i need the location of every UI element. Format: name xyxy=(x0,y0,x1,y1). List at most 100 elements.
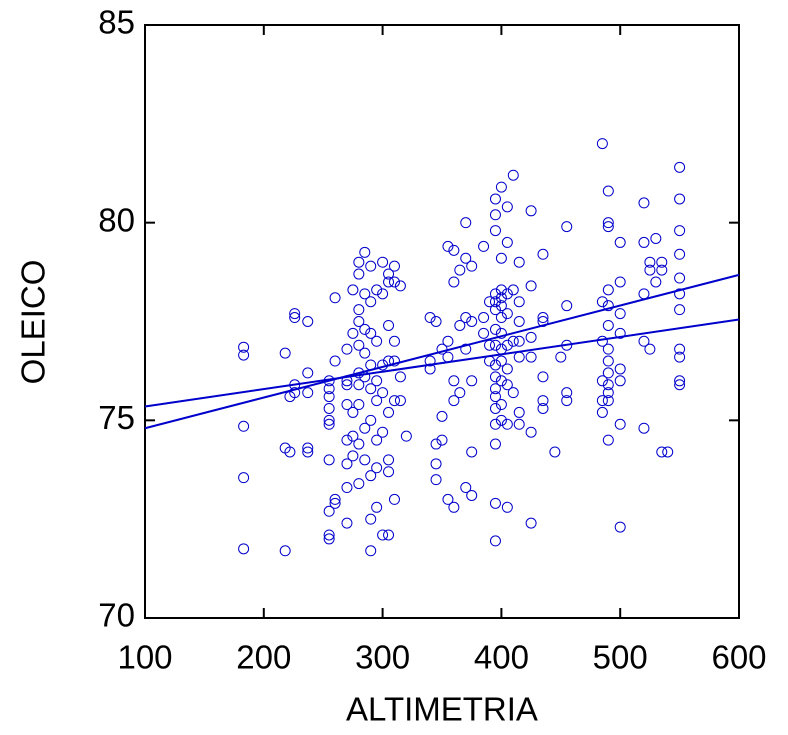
point xyxy=(596,395,608,407)
point xyxy=(602,217,614,229)
point xyxy=(537,402,549,414)
point xyxy=(289,312,301,324)
point xyxy=(614,375,626,387)
point xyxy=(501,308,513,320)
point xyxy=(501,379,513,391)
point xyxy=(537,312,549,324)
point xyxy=(674,248,686,260)
point xyxy=(377,426,389,438)
point xyxy=(388,276,400,288)
point xyxy=(365,383,377,395)
point xyxy=(436,434,448,446)
point xyxy=(448,395,460,407)
point xyxy=(359,246,371,258)
point xyxy=(460,252,472,264)
point xyxy=(329,497,341,509)
point xyxy=(359,323,371,335)
point xyxy=(302,367,314,379)
point xyxy=(644,264,656,276)
point xyxy=(323,529,335,541)
point xyxy=(388,493,400,505)
point xyxy=(674,161,686,173)
point xyxy=(495,252,507,264)
point xyxy=(424,355,436,367)
point xyxy=(602,300,614,312)
point xyxy=(489,438,501,450)
point xyxy=(495,327,507,339)
point xyxy=(323,402,335,414)
point xyxy=(323,391,335,403)
point xyxy=(501,501,513,513)
point xyxy=(424,312,436,324)
point xyxy=(466,260,478,272)
point xyxy=(561,221,573,233)
point xyxy=(513,335,525,347)
point xyxy=(489,383,501,395)
point xyxy=(489,371,501,383)
point xyxy=(525,517,537,529)
point xyxy=(674,351,686,363)
point xyxy=(674,272,686,284)
point xyxy=(341,434,353,446)
point xyxy=(602,343,614,355)
point xyxy=(365,296,377,308)
point xyxy=(513,418,525,430)
point xyxy=(347,327,359,339)
point xyxy=(460,217,472,229)
point xyxy=(341,517,353,529)
point xyxy=(537,371,549,383)
point xyxy=(549,446,561,458)
point xyxy=(495,312,507,324)
point xyxy=(501,288,513,300)
point xyxy=(638,197,650,209)
point xyxy=(602,284,614,296)
point xyxy=(377,256,389,268)
point xyxy=(353,268,365,280)
point xyxy=(341,482,353,494)
point xyxy=(638,288,650,300)
point xyxy=(365,414,377,426)
point xyxy=(489,359,501,371)
point xyxy=(289,308,301,320)
point xyxy=(495,284,507,296)
point xyxy=(489,304,501,316)
point xyxy=(674,225,686,237)
point xyxy=(371,284,383,296)
x-tick-label: 100 xyxy=(117,639,172,676)
point xyxy=(489,296,501,308)
point xyxy=(284,446,296,458)
point xyxy=(238,543,250,555)
point xyxy=(347,284,359,296)
point xyxy=(388,260,400,272)
point xyxy=(377,387,389,399)
point xyxy=(347,406,359,418)
point xyxy=(436,410,448,422)
y-axis-label: OLEICO xyxy=(15,260,52,385)
point xyxy=(329,493,341,505)
point xyxy=(454,264,466,276)
point xyxy=(656,446,668,458)
point xyxy=(495,414,507,426)
point xyxy=(638,335,650,347)
point xyxy=(448,244,460,256)
point xyxy=(602,319,614,331)
point xyxy=(430,458,442,470)
point xyxy=(638,236,650,248)
point xyxy=(561,300,573,312)
point xyxy=(602,355,614,367)
point xyxy=(353,339,365,351)
y-tick-label: 80 xyxy=(98,201,135,238)
point xyxy=(555,351,567,363)
point xyxy=(525,280,537,292)
point xyxy=(442,493,454,505)
point xyxy=(394,280,406,292)
point xyxy=(596,138,608,150)
point xyxy=(329,355,341,367)
point xyxy=(466,446,478,458)
point xyxy=(489,288,501,300)
point xyxy=(650,276,662,288)
point xyxy=(448,276,460,288)
point xyxy=(614,308,626,320)
point xyxy=(495,399,507,411)
